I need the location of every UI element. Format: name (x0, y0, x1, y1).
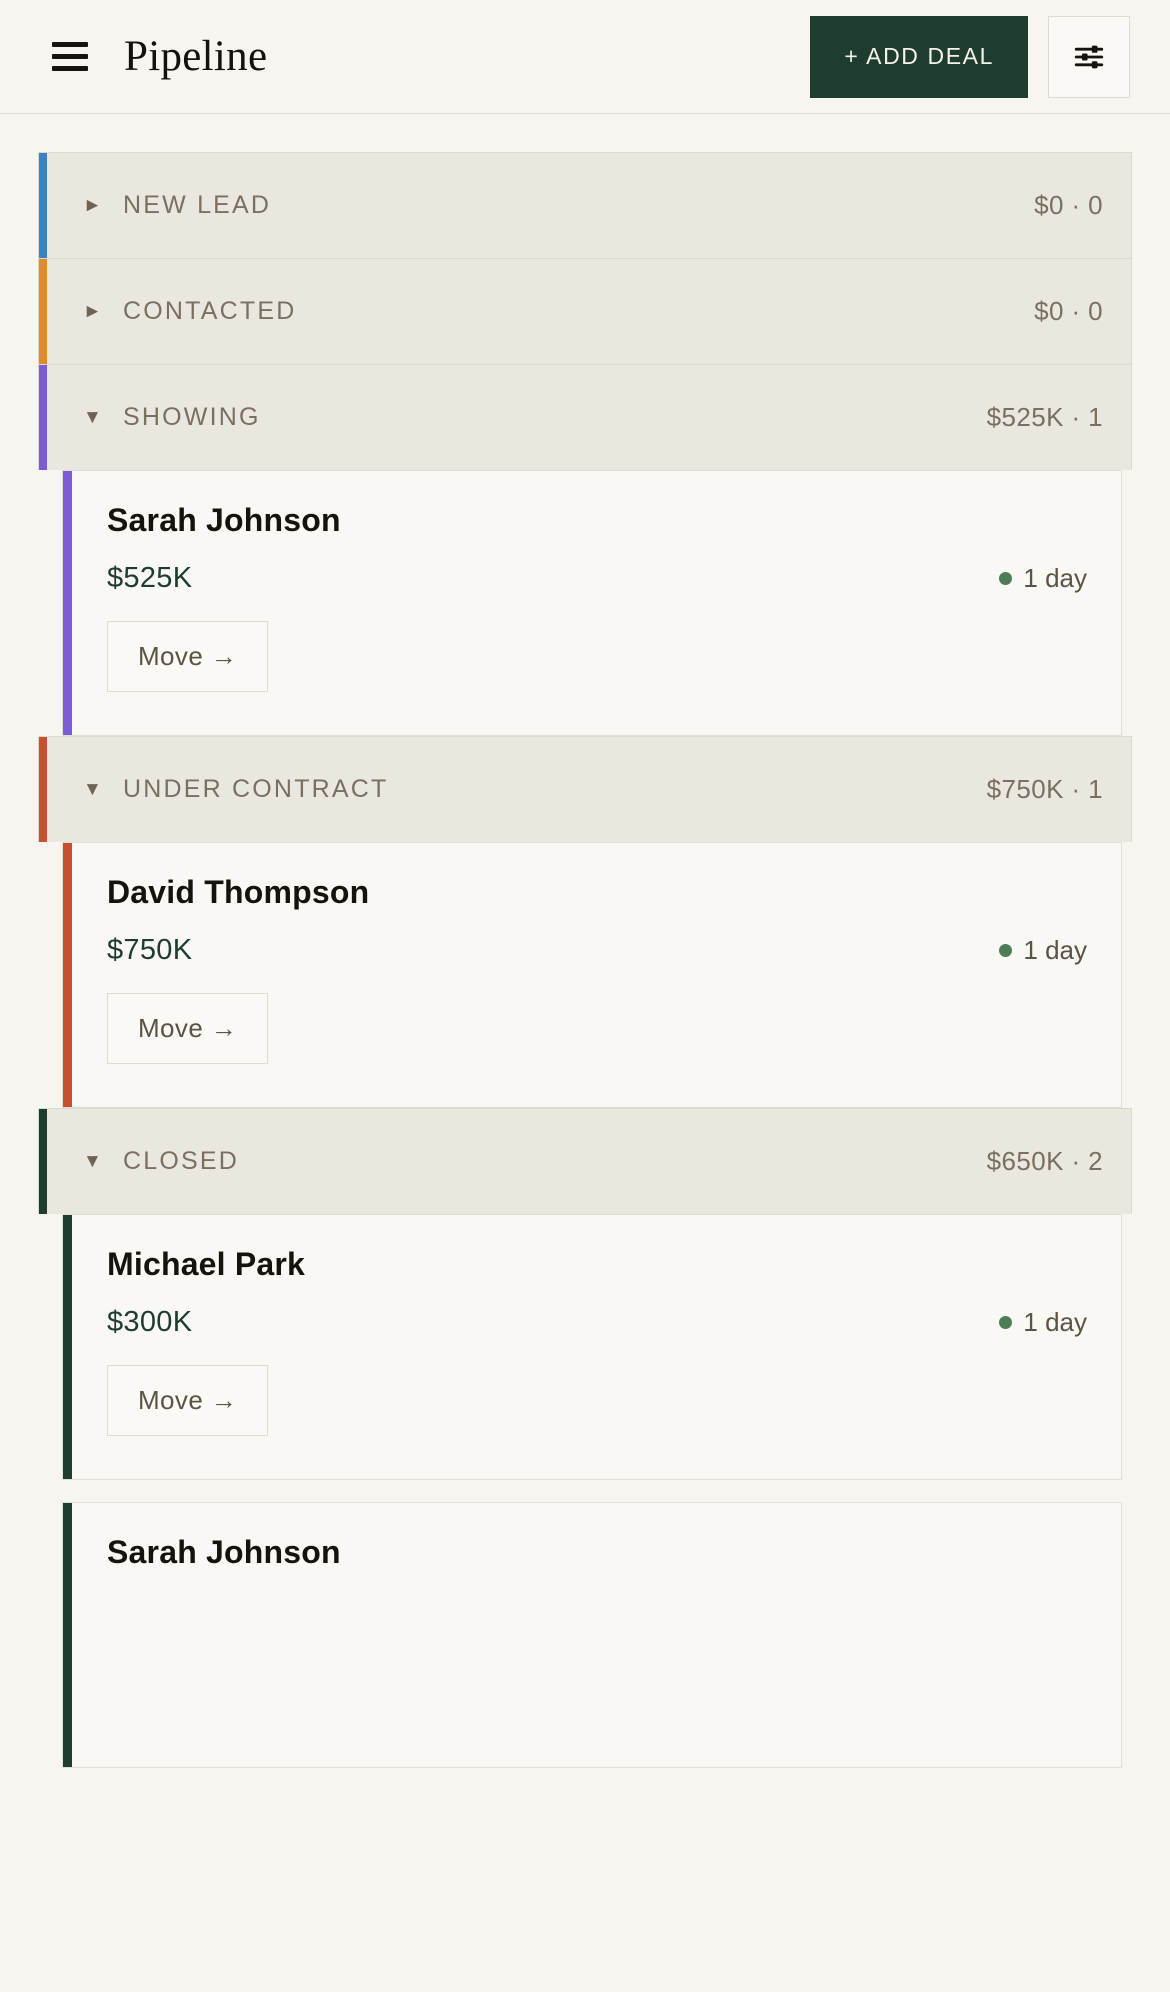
deal-list: Michael Park $300K 1 day Move → Sarah Johnso… (38, 1214, 1132, 1768)
move-deal-button[interactable]: Move → (107, 993, 269, 1065)
deal-accent-bar (63, 1215, 72, 1479)
stage-summary: $0 · 0 (1034, 190, 1103, 220)
hamburger-icon[interactable] (52, 35, 96, 79)
deal-name: David Thompson (107, 874, 370, 910)
pipeline-stage: ▼ SHOWING $525K · 1 Sarah Johnson $525K 1 day… (38, 364, 1132, 736)
deal-accent-bar (63, 471, 72, 735)
stage-header-closed[interactable]: ▼ CLOSED $650K · 2 (38, 1108, 1132, 1214)
deal-meta-row: $750K 1 day (107, 934, 1091, 967)
stage-header-under-contract[interactable]: ▼ UNDER CONTRACT $750K · 1 (38, 736, 1132, 842)
stage-label: CLOSED (123, 1147, 240, 1175)
status-badge: 1 day (999, 1307, 1091, 1338)
hamburger-bar (52, 54, 88, 59)
stage-summary: $525K · 1 (986, 402, 1103, 432)
move-deal-button[interactable]: Move → (107, 1365, 269, 1437)
pipeline-stage: ► CONTACTED $0 · 0 (38, 258, 1132, 364)
stage-label: UNDER CONTRACT (123, 775, 389, 803)
status-dot-icon (999, 572, 1013, 586)
pipeline-stage: ► NEW LEAD $0 · 0 (38, 152, 1132, 258)
chevron-down-icon[interactable]: ▼ (83, 407, 102, 428)
deal-value: $525K (107, 562, 193, 595)
filter-button[interactable] (1048, 15, 1130, 98)
deal-card[interactable]: Sarah Johnson $525K 1 day Move → (62, 470, 1122, 736)
pipeline-stage: ▼ UNDER CONTRACT $750K · 1 David Thompson $7… (38, 736, 1132, 1108)
deal-card[interactable]: Michael Park $300K 1 day Move → (62, 1214, 1122, 1480)
deal-age-label: 1 day (1023, 563, 1087, 594)
deal-accent-bar (63, 1503, 72, 1767)
hamburger-bar (52, 42, 88, 47)
stage-summary: $0 · 0 (1034, 296, 1103, 326)
hamburger-bar (52, 66, 88, 71)
deal-value: $750K (107, 934, 193, 967)
stage-label: CONTACTED (123, 297, 297, 325)
pipeline-stage: ▼ CLOSED $650K · 2 Michael Park $300K 1 day Mo… (38, 1108, 1132, 1768)
stage-accent-bar (39, 1109, 47, 1214)
stage-header-showing[interactable]: ▼ SHOWING $525K · 1 (38, 364, 1132, 470)
deal-name: Michael Park (107, 1246, 306, 1282)
page-title: Pipeline (124, 33, 268, 80)
status-dot-icon (999, 1316, 1013, 1330)
stage-summary: $750K · 1 (986, 774, 1103, 804)
deal-age-label: 1 day (1023, 1307, 1087, 1338)
chevron-right-icon[interactable]: ► (83, 195, 102, 216)
deal-card[interactable]: David Thompson $750K 1 day Move → (62, 842, 1122, 1108)
stage-accent-bar (39, 365, 47, 470)
chevron-down-icon[interactable]: ▼ (83, 779, 102, 800)
header-actions: + ADD DEAL (810, 15, 1130, 98)
stage-header-new-lead[interactable]: ► NEW LEAD $0 · 0 (38, 152, 1132, 258)
deal-meta-row: $525K 1 day (107, 562, 1091, 595)
deal-list: Sarah Johnson $525K 1 day Move → (38, 470, 1132, 736)
move-deal-button[interactable]: Move → (107, 621, 269, 693)
status-badge: 1 day (999, 563, 1091, 594)
deal-name: Sarah Johnson (107, 1534, 341, 1570)
stage-accent-bar (39, 153, 47, 258)
deal-list: David Thompson $750K 1 day Move → (38, 842, 1132, 1108)
deal-value: $300K (107, 1306, 193, 1339)
add-deal-button[interactable]: + ADD DEAL (810, 15, 1028, 98)
deal-name: Sarah Johnson (107, 502, 341, 538)
status-dot-icon (999, 944, 1013, 958)
deal-card[interactable]: Sarah Johnson (62, 1502, 1122, 1768)
card-spacer (38, 1480, 1132, 1502)
stage-label: NEW LEAD (123, 191, 272, 219)
app-header: Pipeline + ADD DEAL (0, 0, 1170, 114)
stage-summary: $650K · 2 (986, 1146, 1103, 1176)
deal-meta-row: $300K 1 day (107, 1306, 1091, 1339)
stage-label: SHOWING (123, 403, 261, 431)
deal-age-label: 1 day (1023, 935, 1087, 966)
deal-accent-bar (63, 843, 72, 1107)
chevron-right-icon[interactable]: ► (83, 301, 102, 322)
stage-header-contacted[interactable]: ► CONTACTED $0 · 0 (38, 258, 1132, 364)
pipeline-board: ► NEW LEAD $0 · 0 ► CONTACTED $0 · 0 ▼ SHOWING $… (0, 114, 1170, 1768)
sliders-icon (1074, 45, 1104, 68)
status-badge: 1 day (999, 935, 1091, 966)
stage-accent-bar (39, 737, 47, 842)
chevron-down-icon[interactable]: ▼ (83, 1151, 102, 1172)
stage-accent-bar (39, 259, 47, 364)
